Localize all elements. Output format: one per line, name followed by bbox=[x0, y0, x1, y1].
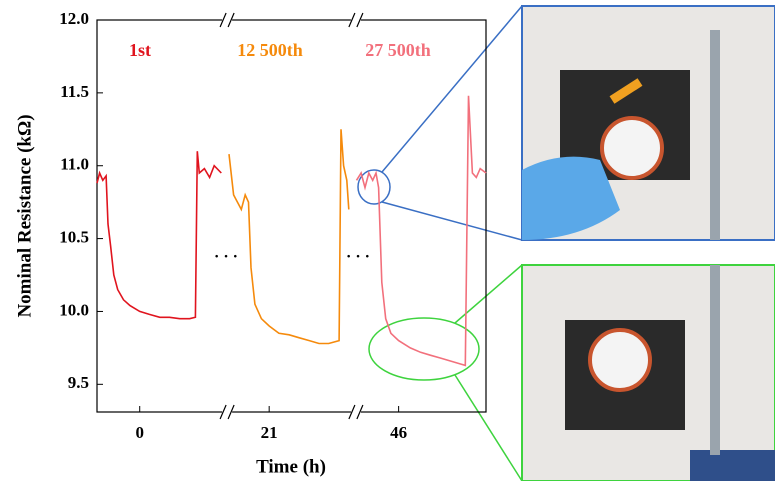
y-tick-label: 9.5 bbox=[68, 373, 89, 392]
callout-line bbox=[455, 265, 522, 323]
y-tick-label: 10.0 bbox=[59, 300, 89, 319]
y-tick-label: 10.5 bbox=[59, 227, 89, 246]
series-line bbox=[357, 96, 487, 366]
y-tick-label: 11.5 bbox=[60, 82, 89, 101]
x-tick-label: 21 bbox=[261, 423, 278, 442]
y-tick-label: 11.0 bbox=[60, 155, 89, 174]
annotation: · · · bbox=[214, 249, 238, 266]
x-tick-label: 46 bbox=[390, 423, 407, 442]
series-line bbox=[97, 151, 221, 319]
callout-ellipse bbox=[369, 318, 479, 380]
series-label: 1st bbox=[129, 40, 151, 60]
series-line bbox=[229, 129, 349, 343]
callout-line bbox=[382, 202, 522, 240]
callout-line bbox=[455, 375, 522, 481]
x-axis-title: Time (h) bbox=[256, 456, 326, 477]
photos bbox=[522, 6, 775, 481]
chart: Nominal Resistance (kΩ) Time (h) · · · ·… bbox=[0, 0, 775, 481]
marble bbox=[602, 118, 662, 178]
pole bbox=[710, 30, 720, 240]
base bbox=[690, 450, 775, 481]
y-axis-title: Nominal Resistance (kΩ) bbox=[14, 114, 35, 317]
series-label: 12 500th bbox=[237, 40, 303, 60]
plot-frame bbox=[97, 20, 486, 412]
annotation: · · · bbox=[346, 249, 370, 266]
pole bbox=[710, 265, 720, 455]
callouts bbox=[358, 6, 522, 481]
marble bbox=[590, 330, 650, 390]
callout-ellipse bbox=[358, 170, 390, 204]
callout-line bbox=[382, 6, 522, 172]
series-label: 27 500th bbox=[365, 40, 431, 60]
y-tick-label: 12.0 bbox=[59, 9, 89, 28]
x-tick-label: 0 bbox=[135, 423, 144, 442]
